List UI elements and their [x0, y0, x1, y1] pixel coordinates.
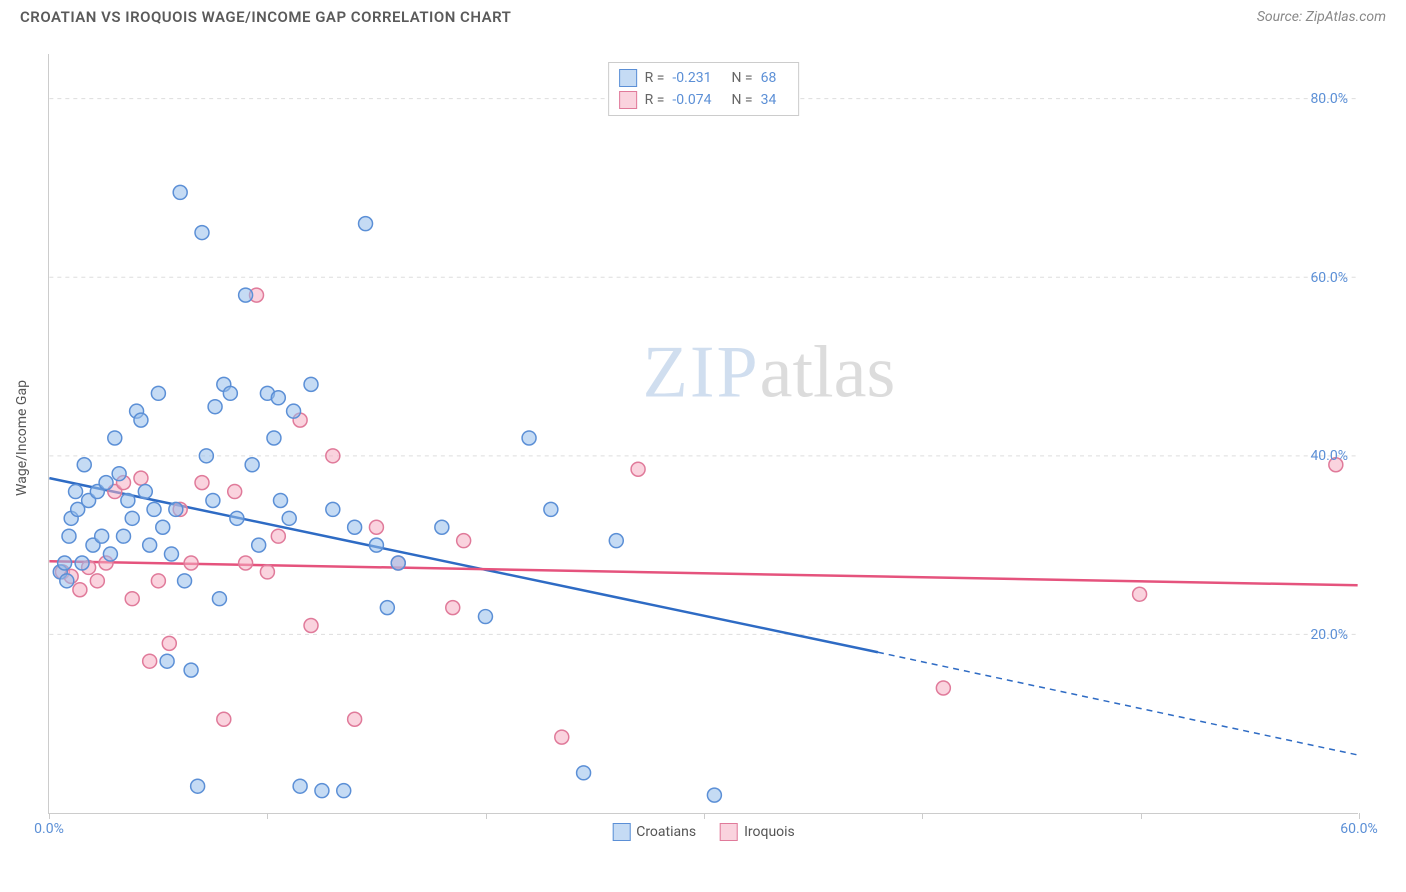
x-tick-label: 0.0% [34, 821, 64, 837]
stats-row-iroquois: R = -0.074 N = 34 [619, 89, 789, 111]
y-axis-label: Wage/Income Gap [14, 380, 30, 496]
r-label-2: R = [645, 92, 665, 108]
chart-plot-area: ZIPatlas R = -0.231 N = 68 R = -0.074 N … [48, 54, 1358, 814]
x-tick [922, 813, 923, 819]
chart-svg [49, 54, 1358, 813]
swatch-iroquois [619, 91, 637, 109]
x-tick [1359, 813, 1360, 819]
chart-header: CROATIAN VS IROQUOIS WAGE/INCOME GAP COR… [0, 0, 1406, 30]
r-label: R = [645, 70, 665, 86]
n-label-2: N = [731, 92, 752, 108]
swatch-iroquois-b [720, 823, 738, 841]
n-value-croatians: 68 [761, 70, 777, 86]
x-tick [704, 813, 705, 819]
stats-legend: R = -0.231 N = 68 R = -0.074 N = 34 [608, 62, 800, 116]
r-value-croatians: -0.231 [672, 70, 711, 86]
y-tick-label: 20.0% [1310, 627, 1348, 643]
x-tick [486, 813, 487, 819]
legend-label-iroquois: Iroquois [744, 824, 795, 840]
stats-row-croatians: R = -0.231 N = 68 [619, 67, 789, 89]
series-legend: Croatians Iroquois [612, 823, 795, 841]
swatch-croatians [619, 69, 637, 87]
y-tick-label: 60.0% [1310, 270, 1348, 286]
x-tick [1141, 813, 1142, 819]
x-tick [49, 813, 50, 819]
chart-title: CROATIAN VS IROQUOIS WAGE/INCOME GAP COR… [20, 8, 511, 26]
swatch-croatians-b [612, 823, 630, 841]
legend-item-croatians: Croatians [612, 823, 696, 841]
legend-item-iroquois: Iroquois [720, 823, 795, 841]
legend-label-croatians: Croatians [636, 824, 696, 840]
y-tick-label: 40.0% [1310, 448, 1348, 464]
source-attribution: Source: ZipAtlas.com [1257, 9, 1386, 25]
x-tick [267, 813, 268, 819]
x-tick-label: 60.0% [1340, 821, 1378, 837]
r-value-iroquois: -0.074 [672, 92, 711, 108]
n-value-iroquois: 34 [761, 92, 777, 108]
y-tick-label: 80.0% [1310, 91, 1348, 107]
n-label: N = [731, 70, 752, 86]
